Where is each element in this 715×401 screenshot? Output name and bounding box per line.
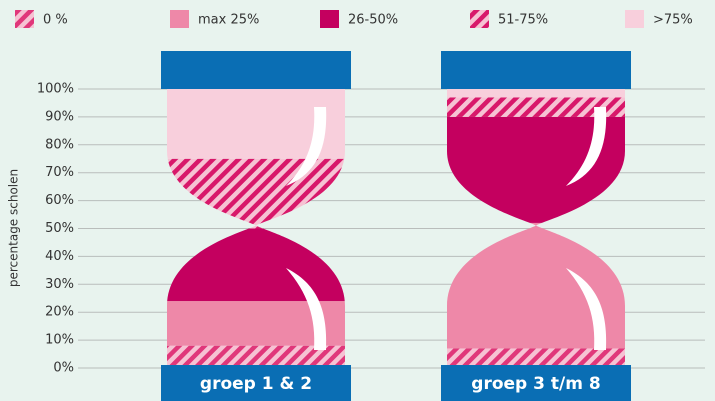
- glass-highlight: [566, 107, 607, 186]
- category-box: [441, 365, 631, 401]
- bar-segment: [447, 348, 625, 368]
- hourglass-cap: [441, 51, 631, 89]
- glass-highlight: [566, 268, 607, 350]
- y-tick-label: 40%: [45, 249, 74, 264]
- legend-label: 0 %: [43, 13, 68, 28]
- y-axis-label: percentage scholen: [7, 169, 21, 287]
- y-tick-label: 0%: [53, 361, 74, 376]
- legend-swatch: [320, 10, 339, 28]
- glass-highlight: [286, 107, 327, 186]
- legend-label: >75%: [653, 13, 693, 28]
- y-tick-label: 100%: [37, 82, 74, 97]
- y-tick-label: 90%: [45, 109, 74, 124]
- category-label: groep 3 t/m 8: [471, 374, 600, 394]
- legend-swatch: [170, 10, 189, 28]
- hourglass-cap: [161, 51, 351, 89]
- legend-label: 26-50%: [348, 13, 398, 28]
- legend-label: 51-75%: [498, 13, 548, 28]
- y-tick-label: 70%: [45, 165, 74, 180]
- y-tick-label: 10%: [45, 333, 74, 348]
- bar-segment: [167, 345, 345, 368]
- y-tick-label: 80%: [45, 137, 74, 152]
- legend-swatch: [15, 10, 34, 28]
- y-tick-label: 60%: [45, 193, 74, 208]
- category-box: [161, 365, 351, 401]
- y-tick-label: 30%: [45, 277, 74, 292]
- legend-swatch: [625, 10, 644, 28]
- bar-segment: [447, 97, 625, 117]
- legend-swatch: [470, 10, 489, 28]
- glass-highlight: [286, 268, 327, 350]
- bar-segment: [447, 89, 625, 98]
- y-tick-label: 20%: [45, 305, 74, 320]
- y-tick-label: 50%: [45, 221, 74, 236]
- category-label: groep 1 & 2: [200, 374, 312, 394]
- legend-label: max 25%: [198, 13, 259, 28]
